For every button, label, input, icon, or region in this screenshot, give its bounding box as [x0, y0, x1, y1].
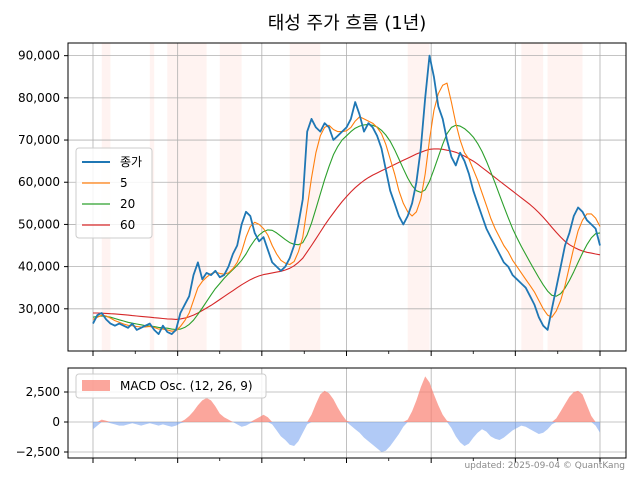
legend-label: 종가	[120, 155, 142, 169]
footer-note: updated: 2025-09-04 © QuantKang	[464, 461, 625, 471]
legend-box	[75, 147, 153, 239]
legend-box	[75, 373, 267, 399]
price-y-axis: 30,000 40,000 50,000 60,000 70,000 80,000 90,0…	[18, 49, 68, 316]
shaded-span	[167, 43, 207, 351]
series-line-ma5	[92, 82, 601, 332]
price-panel-frame	[67, 42, 627, 352]
legend-label: 20	[120, 197, 135, 211]
price-grid	[68, 43, 626, 351]
y-tick-label: 40,000	[18, 260, 60, 274]
shaded-span	[289, 43, 321, 351]
y-tick-label: 50,000	[18, 217, 60, 231]
shaded-span	[219, 43, 242, 351]
y-tick-label: 30,000	[18, 302, 60, 316]
y-tick-label: −2,500	[16, 445, 60, 459]
price-x-axis	[92, 351, 601, 356]
macd-panel-frame	[67, 367, 627, 459]
shaded-spans	[101, 43, 583, 351]
legend-swatch	[82, 380, 110, 391]
y-tick-label: 2,500	[26, 385, 60, 399]
legend-label: MACD Osc. (12, 26, 9)	[120, 379, 253, 393]
macd-x-axis	[92, 458, 601, 463]
macd-panel: −2,500 0 2,500 MACD Osc. (12, 26, 9)	[16, 367, 627, 463]
macd-y-axis: −2,500 0 2,500	[16, 385, 68, 459]
macd-area	[93, 376, 600, 452]
y-tick-label: 60,000	[18, 175, 60, 189]
series-line-ma60	[93, 148, 601, 320]
y-tick-label: 90,000	[18, 49, 60, 63]
series-line-close	[92, 54, 601, 335]
y-tick-label: 0	[52, 415, 60, 429]
legend-label: 60	[120, 218, 135, 232]
price-lines	[92, 54, 601, 335]
y-tick-label: 80,000	[18, 91, 60, 105]
legend-label: 5	[120, 176, 128, 190]
price-legend: 종가 5 20 60	[75, 147, 153, 239]
shaded-span	[521, 43, 544, 351]
price-panel: 30,000 40,000 50,000 60,000 70,000 80,000 90,0…	[18, 42, 627, 356]
chart-title: 태성 주가 흐름 (1년)	[268, 13, 427, 34]
y-tick-label: 70,000	[18, 133, 60, 147]
macd-legend: MACD Osc. (12, 26, 9)	[75, 373, 267, 399]
macd-negative-area	[93, 422, 600, 452]
